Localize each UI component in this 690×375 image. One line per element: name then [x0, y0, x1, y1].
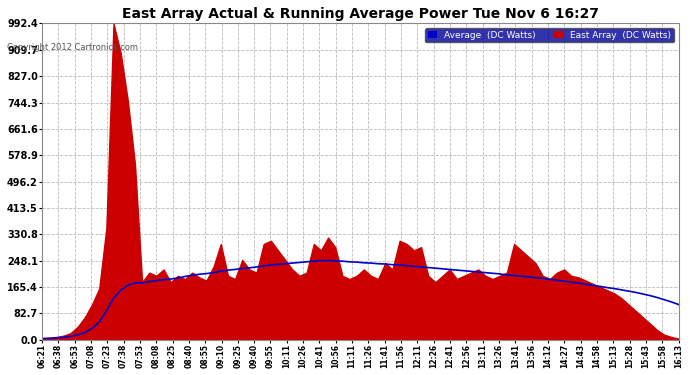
Title: East Array Actual & Running Average Power Tue Nov 6 16:27: East Array Actual & Running Average Powe…	[121, 7, 599, 21]
Text: Copyright 2012 Cartronics.com: Copyright 2012 Cartronics.com	[7, 43, 138, 52]
Legend: Average  (DC Watts), East Array  (DC Watts): Average (DC Watts), East Array (DC Watts…	[426, 28, 674, 42]
